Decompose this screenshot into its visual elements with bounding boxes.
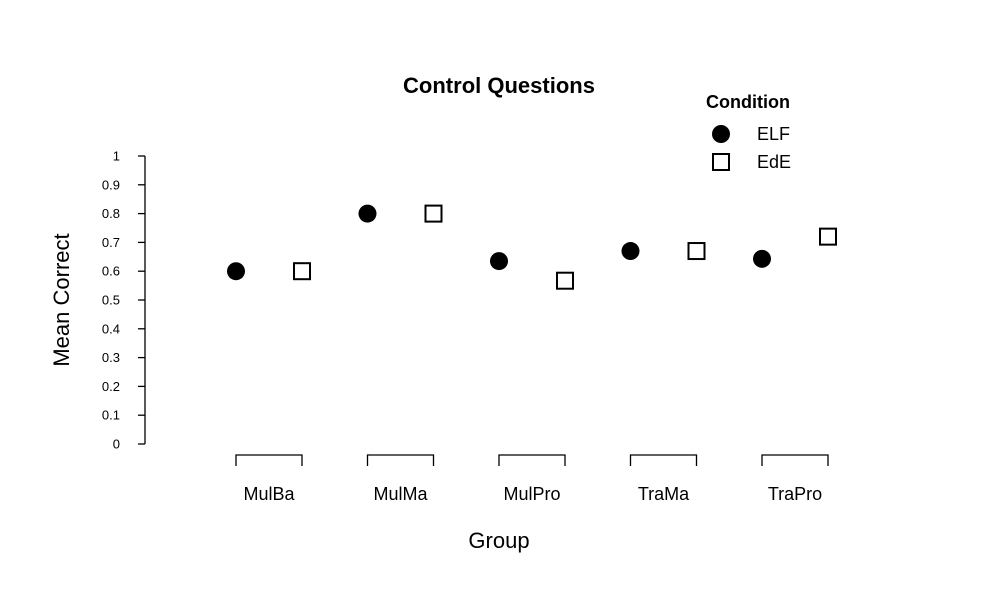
x-tick-label: TraMa — [638, 484, 690, 504]
legend-label: EdE — [757, 152, 791, 172]
legend: Condition ELF EdE — [706, 92, 791, 172]
data-point-elf — [227, 262, 245, 281]
chart-title: Control Questions — [403, 73, 595, 98]
y-tick-label: 0.3 — [102, 350, 120, 365]
y-tick-label: 0.1 — [102, 408, 120, 423]
data-point-elf — [621, 242, 640, 261]
y-tick-label: 0.6 — [102, 264, 120, 279]
x-tick-label: TraPro — [768, 484, 822, 504]
x-axis-label: Group — [468, 528, 529, 553]
y-tick-label: 0 — [113, 437, 120, 452]
y-axis: 0 0.1 0.2 0.3 0.4 0.5 0.6 0.7 0.8 0.9 1 — [102, 149, 146, 452]
y-tick-label: 0.9 — [102, 177, 120, 192]
y-tick-label: 0.5 — [102, 293, 120, 308]
x-group-bracket — [761, 454, 829, 466]
y-tick-label: 0.2 — [102, 379, 120, 394]
x-group-bracket — [629, 454, 698, 466]
data-point-elf — [753, 249, 771, 268]
data-points — [227, 204, 837, 290]
legend-marker — [712, 153, 730, 171]
y-tick-label: 1 — [113, 149, 120, 164]
legend-item-ede: EdE — [712, 152, 791, 172]
legend-item-elf: ELF — [712, 124, 790, 144]
data-point-ede — [687, 242, 706, 261]
legend-items: ELF EdE — [712, 124, 791, 172]
legend-title: Condition — [706, 92, 790, 112]
x-axis: MulBa MulMa MulPro TraMa TraPro — [235, 454, 829, 504]
data-point-elf — [358, 204, 377, 223]
x-group-bracket — [498, 454, 566, 466]
data-point-ede — [819, 227, 837, 246]
y-tick-label: 0.7 — [102, 235, 120, 250]
data-point-ede — [293, 262, 311, 281]
data-point-ede — [424, 204, 443, 223]
x-group-bracket — [235, 454, 303, 466]
y-axis-label: Mean Correct — [49, 233, 74, 366]
y-tick-label: 0.8 — [102, 206, 120, 221]
legend-marker — [712, 125, 730, 143]
series-elf — [227, 204, 771, 281]
data-point-elf — [490, 252, 508, 271]
legend-label: ELF — [757, 124, 790, 144]
x-tick-label: MulPro — [503, 484, 560, 504]
x-tick-label: MulMa — [373, 484, 428, 504]
x-tick-label: MulBa — [243, 484, 295, 504]
x-group-bracket — [366, 454, 435, 466]
data-point-ede — [556, 271, 574, 290]
y-tick-label: 0.4 — [102, 321, 120, 336]
series-ede — [293, 204, 837, 290]
